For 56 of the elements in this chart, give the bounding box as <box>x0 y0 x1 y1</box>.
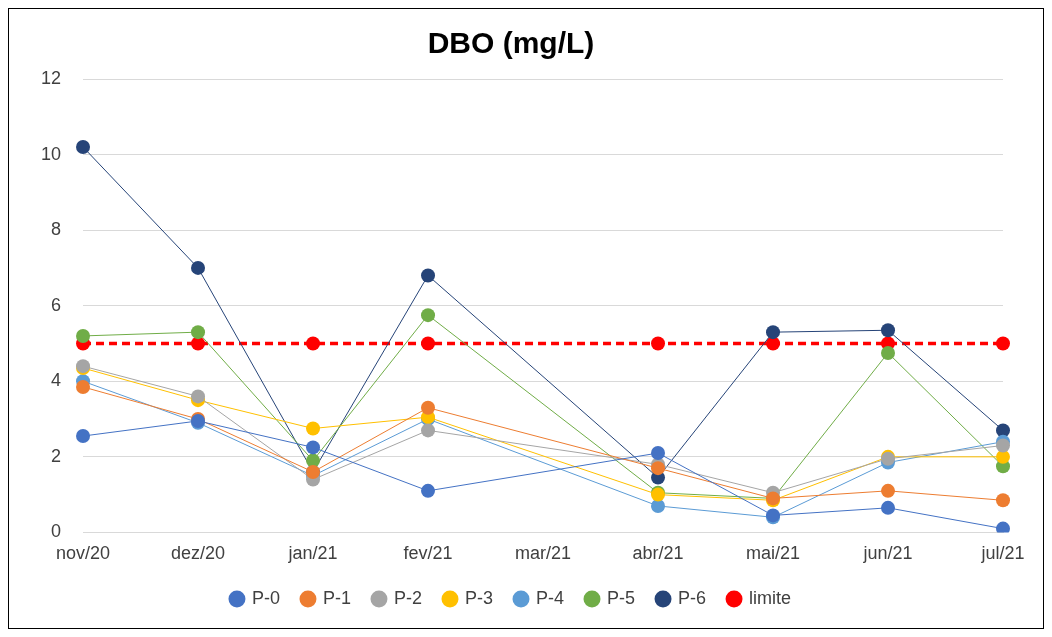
x-tick-label: jul/21 <box>980 543 1025 564</box>
point <box>996 336 1010 351</box>
point <box>191 389 206 404</box>
point <box>651 336 666 351</box>
point <box>306 336 321 351</box>
point <box>881 323 895 338</box>
y-tick-label: 10 <box>40 143 62 164</box>
x-tick-label: jan/21 <box>287 543 338 564</box>
y-tick-label: 12 <box>40 67 62 88</box>
point <box>766 325 781 340</box>
point <box>651 498 666 513</box>
point <box>651 446 666 461</box>
point <box>881 500 895 515</box>
legend-label: P-6 <box>678 587 707 608</box>
legend-label: P-4 <box>536 587 565 608</box>
point <box>421 423 436 438</box>
point <box>421 268 436 283</box>
point <box>306 421 321 436</box>
x-tick-label: fev/21 <box>403 543 453 564</box>
point <box>881 345 895 360</box>
point <box>996 521 1010 533</box>
point <box>76 379 91 394</box>
point <box>881 483 895 498</box>
point <box>421 308 436 323</box>
point <box>996 449 1010 464</box>
point <box>76 140 91 155</box>
point <box>421 483 436 498</box>
point <box>996 438 1010 453</box>
y-tick-label: 8 <box>51 219 62 240</box>
legend-label: limite <box>749 587 792 608</box>
point <box>191 260 206 275</box>
point <box>651 461 666 476</box>
legend-label: P-2 <box>393 587 422 608</box>
point <box>191 325 206 340</box>
x-tick-label: dez/20 <box>171 543 226 564</box>
point <box>76 328 91 343</box>
x-tick-label: mar/21 <box>515 543 572 564</box>
x-tick-label: jun/21 <box>862 543 913 564</box>
x-tick-label: abr/21 <box>632 543 684 564</box>
point <box>996 493 1010 508</box>
y-tick-label: 4 <box>51 370 62 391</box>
x-tick-label: mai/21 <box>745 543 801 564</box>
legend-label: P-5 <box>607 587 636 608</box>
point <box>996 423 1010 438</box>
point <box>76 429 91 444</box>
y-tick-label: 0 <box>51 521 62 542</box>
point <box>421 400 436 415</box>
point <box>306 440 321 455</box>
x-tick-label: nov/20 <box>56 543 111 564</box>
chart-title: DBO (mg/L) <box>427 26 595 60</box>
y-tick-label: 6 <box>51 294 62 315</box>
legend-label: P-1 <box>322 587 351 608</box>
legend-label: P-0 <box>251 587 280 608</box>
point <box>421 336 436 351</box>
legend-label: P-3 <box>464 587 494 608</box>
y-tick-label: 2 <box>51 445 62 466</box>
